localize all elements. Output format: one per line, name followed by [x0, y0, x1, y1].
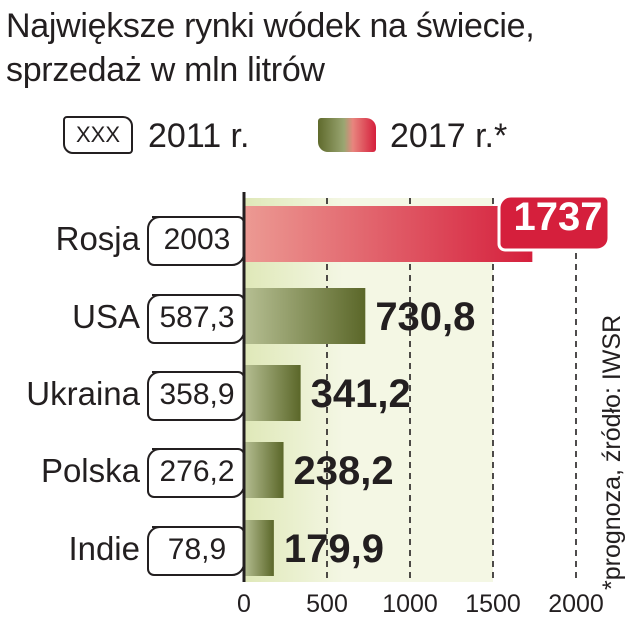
x-tick-label: 500	[306, 590, 348, 618]
value-2017-label: 1737	[514, 195, 603, 239]
legend-2017-swatch	[318, 118, 376, 152]
category-label: Polska	[41, 452, 141, 489]
value-2017-badge	[497, 194, 611, 252]
title-line-2: sprzedaż w mln litrów	[6, 51, 325, 89]
legend: XXX 2011 r. 2017 r.*	[0, 116, 625, 160]
x-tick-label: 1500	[465, 590, 521, 618]
value-2017-label: 179,9	[284, 527, 384, 571]
title-line-1: Największe rynki wódek na świecie,	[6, 7, 535, 45]
bar-rosja	[244, 206, 533, 262]
value-2011-label: 2003	[164, 223, 231, 256]
value-2011-label: 276,2	[159, 455, 234, 488]
value-2011-label: 78,9	[168, 533, 226, 566]
bar-polska	[244, 442, 284, 498]
legend-2011-box: XXX	[63, 116, 133, 154]
bar-ukraina	[244, 365, 301, 421]
x-tick-label: 1000	[382, 590, 438, 618]
category-label: Indie	[68, 530, 140, 567]
x-tick-label: 2000	[548, 590, 604, 618]
legend-2011-label: 2011 r.	[148, 117, 250, 155]
value-2017-label: 238,2	[294, 449, 394, 493]
chart-title: Największe rynki wódek na świecie, sprze…	[6, 4, 535, 92]
bar-usa	[244, 288, 366, 344]
category-label: Ukraina	[26, 375, 140, 412]
bar-indie	[244, 520, 274, 576]
value-2017-label: 730,8	[375, 295, 475, 339]
x-tick-label: 0	[237, 590, 251, 618]
category-label: Rosja	[56, 220, 141, 257]
legend-2017-label: 2017 r.*	[390, 117, 508, 155]
value-2017-label: 341,2	[311, 372, 411, 416]
value-2011-label: 587,3	[159, 301, 234, 334]
value-2011-label: 358,9	[159, 378, 234, 411]
source-note: *prognoza, źródło: IWSR	[598, 314, 625, 590]
category-label: USA	[72, 298, 140, 335]
